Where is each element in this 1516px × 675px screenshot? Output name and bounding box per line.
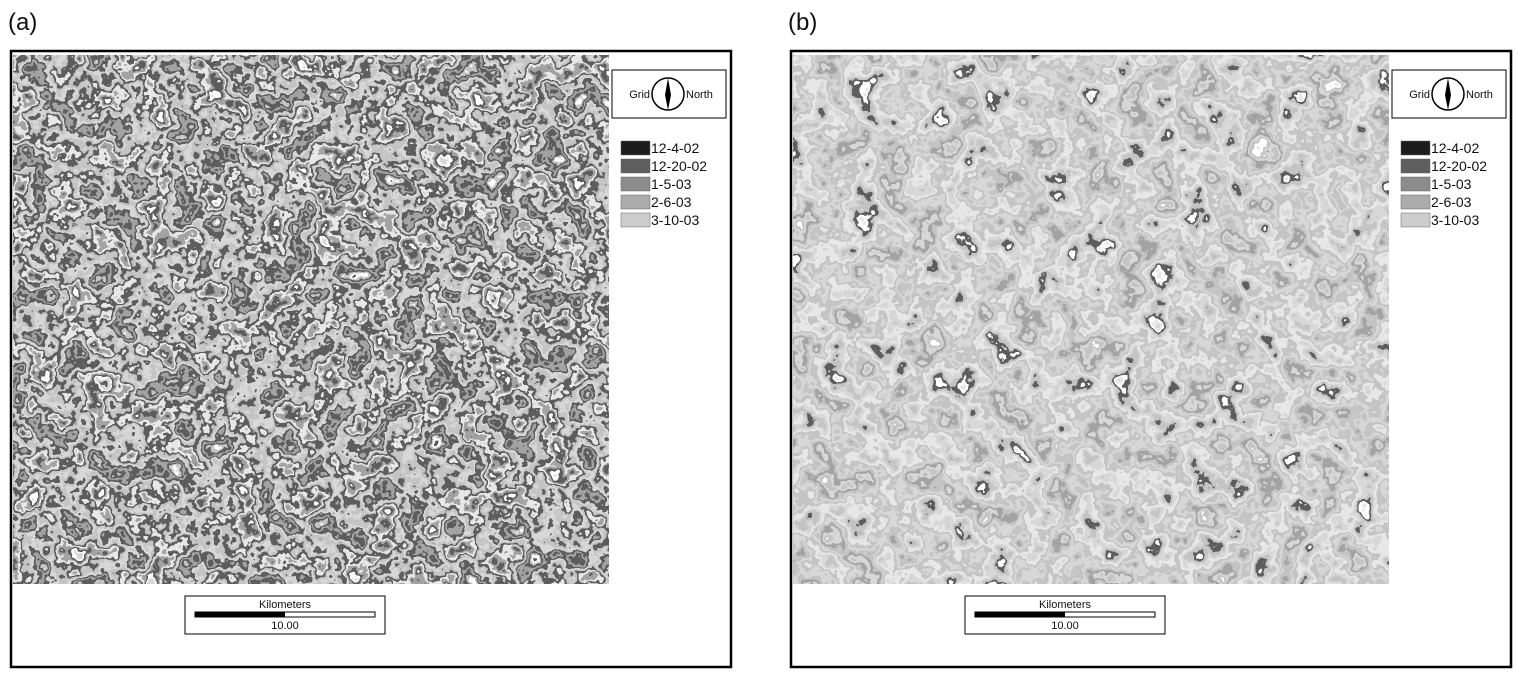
raster-map bbox=[793, 55, 1389, 584]
compass-right: North bbox=[686, 89, 713, 101]
compass-right: North bbox=[1466, 89, 1493, 101]
legend-swatch bbox=[620, 194, 651, 210]
legend-label: 2-6-03 bbox=[651, 194, 692, 210]
legend-label: 3-10-03 bbox=[651, 212, 699, 228]
legend-swatch bbox=[1400, 212, 1431, 228]
panel: (a) Grid North 12-4-02 12-20-02 1-5-03 2-6-03 3… bbox=[8, 9, 733, 669]
legend-swatch bbox=[620, 158, 651, 174]
scale-label: 10.00 bbox=[271, 620, 299, 632]
scale-title: Kilometers bbox=[1039, 599, 1091, 611]
north-arrow bbox=[665, 78, 671, 110]
legend-label: 12-4-02 bbox=[1431, 140, 1479, 156]
legend-label: 12-20-02 bbox=[1431, 158, 1487, 174]
north-arrow bbox=[1445, 78, 1451, 110]
legend-label: 1-5-03 bbox=[651, 176, 692, 192]
legend-swatch bbox=[1400, 140, 1431, 156]
scale-bar-fill bbox=[975, 612, 1065, 617]
scale-title: Kilometers bbox=[259, 599, 311, 611]
legend-swatch bbox=[1400, 194, 1431, 210]
legend-label: 1-5-03 bbox=[1431, 176, 1472, 192]
panel-label: (b) bbox=[788, 9, 817, 36]
scale-label: 10.00 bbox=[1051, 620, 1079, 632]
panel: (b) Grid North 12-4-02 12-20-02 1-5-03 2-6-03 3… bbox=[788, 9, 1513, 669]
panel-label: (a) bbox=[8, 9, 37, 36]
legend-label: 12-4-02 bbox=[651, 140, 699, 156]
compass-left: Grid bbox=[629, 89, 650, 101]
legend-swatch bbox=[1400, 158, 1431, 174]
legend-swatch bbox=[620, 176, 651, 192]
compass-left: Grid bbox=[1409, 89, 1430, 101]
legend-label: 3-10-03 bbox=[1431, 212, 1479, 228]
legend-swatch bbox=[620, 212, 651, 228]
legend-swatch bbox=[1400, 176, 1431, 192]
legend-label: 2-6-03 bbox=[1431, 194, 1472, 210]
legend-label: 12-20-02 bbox=[651, 158, 707, 174]
scale-bar-fill bbox=[195, 612, 285, 617]
legend-swatch bbox=[620, 140, 651, 156]
raster-map bbox=[13, 55, 609, 584]
